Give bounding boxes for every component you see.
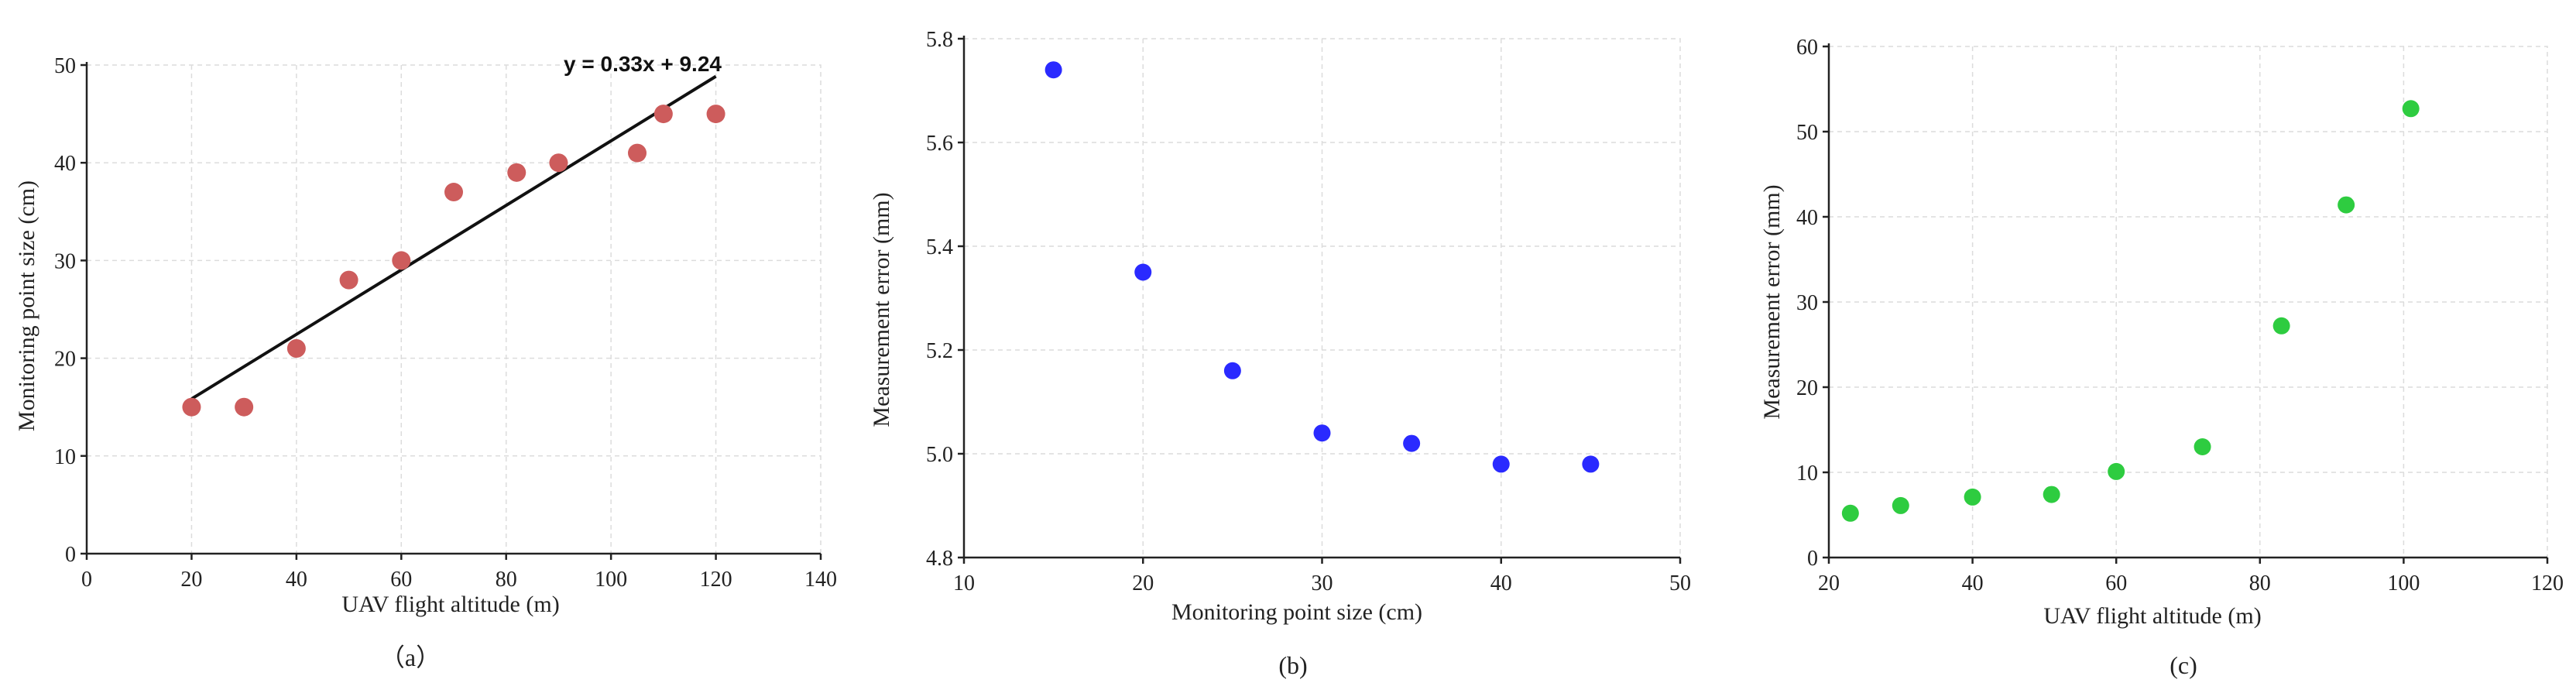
trendline [190,74,717,400]
x-axis-label: Monitoring point size (cm) [1171,599,1422,625]
y-axis-label: Monitoring point size (cm) [14,180,39,431]
chart-panel-a: 0 20 40 60 80 100 120 140 0 10 20 30 40 50 Monitoring… [14,52,837,671]
x-tick-label: 100 [2387,571,2420,595]
data-point [549,153,568,173]
x-tick-label: 60 [390,568,412,592]
data-point [2272,317,2290,335]
chart-panel-b: 10 20 30 40 50 4.8 5.0 5.2 5.4 5.6 5.8 Measurement… [869,28,1691,679]
data-point [628,143,647,163]
x-tick-label: 80 [496,568,517,592]
y-axis-label: Measurement error (mm) [1759,184,1785,419]
x-tick-label: 20 [1132,571,1154,595]
x-axis-label: UAV flight altitude (m) [2043,603,2261,629]
y-tick-label: 5.4 [926,235,953,259]
x-tick-label: 40 [286,568,307,592]
x-tick-label: 50 [1669,571,1691,595]
y-tick-label: 0 [1807,547,1818,571]
y-tick-label: 30 [54,249,76,273]
y-axis-label: Measurement error (mm) [869,192,894,427]
x-axis-label: UAV flight altitude (m) [341,592,559,617]
data-point [182,397,201,417]
y-tick-label: 60 [1796,36,1818,60]
data-point [2108,462,2125,480]
x-tick-label: 10 [953,571,975,595]
trendline-equation: y = 0.33x + 9.24 [564,52,722,76]
data-point [1582,455,1600,473]
panel-label: （a） [380,643,441,671]
plot-area: 0 20 40 60 80 100 120 140 0 10 20 30 40 50 [54,54,837,592]
panel-label: (c) [2170,651,2197,679]
x-tick-label: 0 [81,568,92,592]
y-tick-label: 20 [54,348,76,372]
x-tick-label: 20 [180,568,202,592]
data-point [392,251,411,270]
x-tick-label: 40 [1962,571,1984,595]
data-point [2194,438,2211,455]
data-point [339,270,358,290]
data-point [1492,455,1510,473]
data-point [1134,263,1152,281]
x-tick-label: 40 [1490,571,1512,595]
data-point [1313,424,1331,442]
x-tick-label: 100 [595,568,627,592]
y-tick-label: 30 [1796,291,1818,315]
y-tick-label: 20 [1796,376,1818,400]
y-tick-label: 0 [65,543,76,567]
data-point [2043,486,2060,503]
y-tick-label: 5.8 [926,28,953,52]
y-tick-label: 5.6 [926,132,953,156]
y-tick-label: 40 [54,152,76,176]
x-tick-label: 120 [700,568,732,592]
data-point [706,105,725,124]
data-point [2402,100,2420,118]
y-tick-label: 10 [54,445,76,469]
x-tick-label: 120 [2531,571,2564,595]
y-tick-label: 40 [1796,206,1818,230]
data-point [1841,504,1859,522]
y-tick-label: 50 [1796,121,1818,145]
data-point [1964,488,1981,506]
x-tick-label: 80 [2249,571,2271,595]
data-point [1223,362,1241,379]
data-point [1403,434,1421,452]
chart-panel-c: 20 40 60 80 100 120 0 10 20 30 40 50 60 Measurement … [1759,36,2564,679]
x-tick-label: 140 [804,568,837,592]
y-tick-label: 10 [1796,462,1818,486]
plot-frame [86,64,822,554]
x-tick-label: 30 [1312,571,1333,595]
y-tick-label: 4.8 [926,547,953,571]
panel-label: (b) [1278,651,1307,679]
data-point [1892,496,1909,514]
data-point [653,105,673,124]
plot-area: 20 40 60 80 100 120 0 10 20 30 40 50 60 [1796,36,2564,595]
y-tick-label: 50 [54,54,76,78]
data-point [1044,61,1062,79]
data-point [2338,196,2355,214]
y-tick-label: 5.2 [926,339,953,363]
data-point [444,183,463,202]
data-point [235,397,254,417]
data-point [507,163,527,182]
plot-area: 10 20 30 40 50 4.8 5.0 5.2 5.4 5.6 5.8 [926,28,1691,595]
x-tick-label: 20 [1818,571,1840,595]
y-tick-label: 5.0 [926,443,953,467]
x-tick-label: 60 [2105,571,2127,595]
data-point [286,338,306,358]
